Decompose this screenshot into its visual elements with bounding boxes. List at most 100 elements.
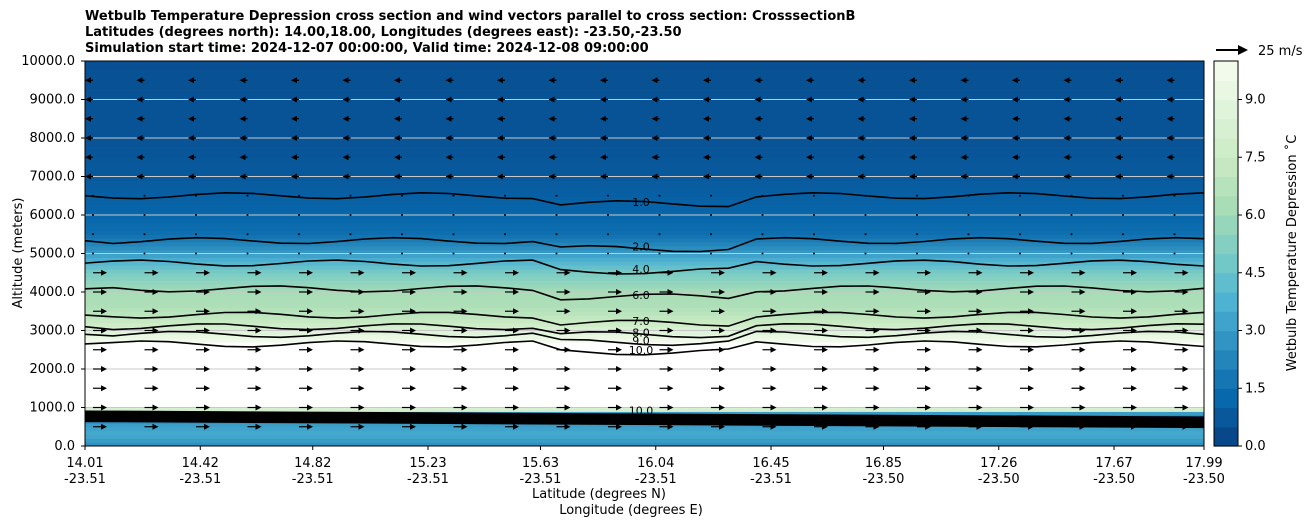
depression-band — [85, 245, 1204, 251]
colorbar-segment — [1214, 311, 1238, 332]
wind-vector — [857, 115, 864, 122]
wind-vector — [342, 154, 349, 161]
wind-vector — [394, 154, 400, 161]
wind-vector — [667, 346, 674, 353]
wind-vector — [497, 173, 503, 180]
wind-vector — [925, 385, 931, 392]
wind-vector — [204, 366, 210, 372]
wind-vector — [85, 77, 91, 84]
wind-vector — [1019, 252, 1021, 255]
wind-vector — [719, 289, 725, 295]
depression-band — [85, 95, 1204, 101]
wind-vector — [806, 96, 812, 103]
wind-vector — [960, 173, 967, 180]
depression-band — [85, 126, 1204, 131]
wind-vector — [143, 252, 146, 255]
wind-vector — [358, 269, 365, 276]
colorbar-segment — [1214, 195, 1238, 216]
wind-vector — [461, 289, 468, 295]
wind-vector — [1115, 173, 1121, 180]
depression-band — [85, 330, 1204, 335]
wind-vector — [719, 366, 725, 372]
wind-vector — [1131, 346, 1137, 353]
wind-vector — [564, 346, 571, 353]
wind-vector — [497, 154, 503, 161]
depression-band — [85, 284, 1204, 289]
contour-line — [85, 259, 1204, 275]
x-tick-label-lat: 16.85 — [865, 456, 902, 471]
depression-band — [85, 253, 1204, 258]
wind-vector — [1131, 366, 1137, 372]
wind-vector — [667, 289, 674, 295]
wind-vector — [616, 269, 622, 276]
contour-line — [85, 417, 1204, 426]
depression-band — [85, 141, 1204, 147]
wind-vector — [152, 404, 159, 411]
wind-vector — [461, 346, 468, 353]
wind-vector — [667, 327, 674, 334]
wind-vector — [857, 96, 864, 103]
wind-vector — [822, 346, 828, 353]
x-tick-label-lat: 14.01 — [66, 456, 103, 471]
colorbar-segment — [1214, 99, 1238, 120]
wind-vector — [401, 194, 403, 197]
wind-vector — [1028, 269, 1034, 276]
depression-band — [85, 118, 1204, 124]
wind-vector — [555, 214, 558, 216]
wind-vector — [204, 346, 210, 353]
wind-vector — [1182, 269, 1189, 276]
wind-vector — [188, 96, 194, 103]
wind-vector — [806, 115, 812, 122]
wind-vector — [513, 346, 519, 353]
wind-vector — [658, 252, 661, 255]
wind-vector — [770, 346, 777, 353]
wind-vector — [401, 233, 403, 236]
wind-vector — [1115, 115, 1121, 122]
wind-vector — [806, 135, 812, 141]
wind-vector — [349, 194, 352, 197]
wind-vector — [1122, 252, 1124, 255]
wind-vector — [1131, 308, 1137, 315]
depression-band — [85, 388, 1204, 393]
wind-vector — [873, 346, 880, 353]
colorbar-tick-label: 3.0 — [1245, 324, 1266, 339]
wind-vector — [976, 404, 983, 411]
depression-band — [85, 399, 1204, 405]
depression-band — [85, 311, 1204, 316]
wind-vector — [703, 154, 709, 161]
wind-vector — [864, 233, 867, 236]
wind-vector — [616, 346, 622, 353]
y-tick-label: 3000.0 — [30, 324, 76, 339]
depression-band — [85, 153, 1204, 158]
wind-vector — [967, 214, 970, 216]
wind-vector — [136, 154, 143, 161]
wind-vector — [873, 308, 880, 315]
wind-vector — [719, 423, 725, 430]
wind-vector — [461, 327, 468, 334]
wind-vector — [960, 154, 967, 161]
wind-vector — [813, 194, 815, 197]
y-tick-label: 1000.0 — [30, 401, 76, 416]
wind-vector — [564, 423, 571, 430]
colorbar-segment — [1214, 330, 1238, 351]
wind-vector — [307, 327, 313, 334]
colorbar-frame — [1213, 60, 1239, 447]
y-tick-label: 9000.0 — [30, 93, 76, 108]
wind-vector — [909, 154, 915, 161]
depression-band — [85, 218, 1204, 224]
wind-vector — [976, 289, 983, 295]
wind-vector — [101, 346, 107, 353]
colorbar-segment — [1214, 118, 1238, 139]
wind-vector — [136, 173, 143, 180]
wind-vector — [703, 135, 709, 141]
colorbar-segment — [1214, 176, 1238, 197]
wind-vector — [822, 366, 828, 372]
depression-band — [85, 114, 1204, 120]
wind-vector — [651, 154, 658, 161]
wind-vector — [667, 308, 674, 315]
depression-band — [85, 395, 1204, 401]
wind-vector — [754, 135, 761, 141]
wind-vector — [239, 154, 246, 161]
depression-band — [85, 430, 1204, 436]
